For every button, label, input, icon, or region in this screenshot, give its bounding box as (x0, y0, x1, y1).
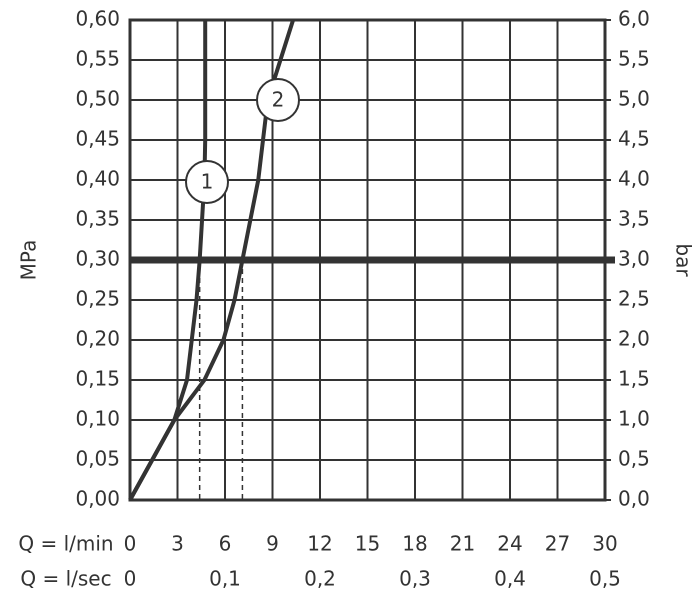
y2-tick-label: 5,0 (618, 87, 650, 111)
x-tick-label: 21 (450, 532, 475, 556)
y2-tick-label: 4,0 (618, 167, 650, 191)
y2-tick-label: 1,5 (618, 367, 650, 391)
y2-tick-label: 5,5 (618, 47, 650, 71)
series-label-circle (256, 78, 300, 122)
y2-tick-label: 2,5 (618, 287, 650, 311)
y-tick-label: 0,00 (75, 487, 120, 511)
y2-tick-label: 1,0 (618, 407, 650, 431)
y-tick-label: 0,20 (75, 327, 120, 351)
x2-tick-label: 0 (124, 567, 137, 591)
y2-tick-label: 3,5 (618, 207, 650, 231)
y2-axis-label: bar (672, 243, 696, 277)
y2-tick-label: 0,0 (618, 487, 650, 511)
y2-tick-label: 3,0 (618, 247, 650, 271)
y-tick-label: 0,15 (75, 367, 120, 391)
series-label-circle (185, 160, 229, 204)
x2-tick-label: 0,2 (304, 567, 336, 591)
legend-label: 2 (272, 88, 285, 112)
x2-tick-label: 0,3 (399, 567, 431, 591)
x2-tick-label: 0,1 (209, 567, 241, 591)
y-axis-label: MPa (17, 240, 41, 281)
x-tick-label: 27 (545, 532, 570, 556)
x-tick-label: 9 (266, 532, 279, 556)
x2-axis-label: Q = l/sec (20, 567, 111, 591)
y-tick-label: 0,10 (75, 407, 120, 431)
y2-tick-label: 0,5 (618, 447, 650, 471)
x-tick-label: 18 (402, 532, 427, 556)
y-tick-label: 0,35 (75, 207, 120, 231)
y-tick-label: 0,60 (75, 7, 120, 31)
x-tick-label: 0 (124, 532, 137, 556)
x-axis-label: Q = l/min (18, 532, 113, 556)
y2-tick-label: 2,0 (618, 327, 650, 351)
y-tick-label: 0,25 (75, 287, 120, 311)
x2-tick-label: 0,4 (494, 567, 526, 591)
legend-label: 1 (201, 170, 214, 194)
x-tick-label: 3 (171, 532, 184, 556)
y-tick-label: 0,55 (75, 47, 120, 71)
y-tick-label: 0,50 (75, 87, 120, 111)
y-tick-label: 0,05 (75, 447, 120, 471)
y2-tick-label: 4,5 (618, 127, 650, 151)
x-tick-label: 12 (307, 532, 332, 556)
y-tick-label: 0,40 (75, 167, 120, 191)
x2-tick-label: 0,5 (589, 567, 621, 591)
y-tick-label: 0,45 (75, 127, 120, 151)
x-tick-label: 24 (497, 532, 522, 556)
x-tick-label: 30 (592, 532, 617, 556)
x-tick-label: 6 (219, 532, 232, 556)
y-tick-label: 0,30 (75, 247, 120, 271)
y2-tick-label: 6,0 (618, 7, 650, 31)
x-tick-label: 15 (355, 532, 380, 556)
